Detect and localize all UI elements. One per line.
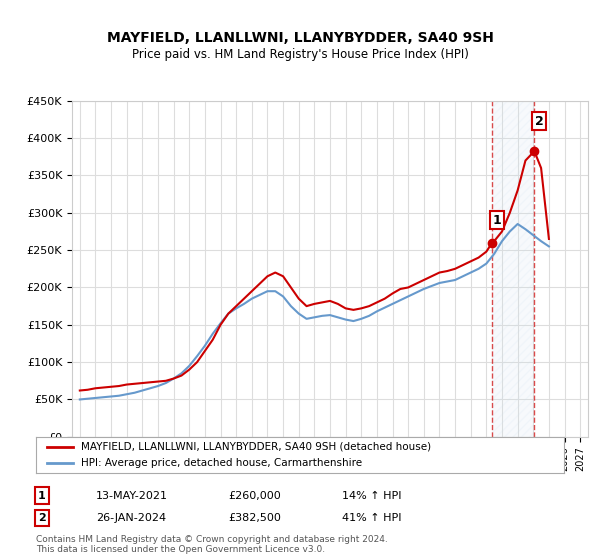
Text: £382,500: £382,500 [228, 513, 281, 523]
Text: 26-JAN-2024: 26-JAN-2024 [96, 513, 166, 523]
Text: £260,000: £260,000 [228, 491, 281, 501]
Text: 14% ↑ HPI: 14% ↑ HPI [342, 491, 401, 501]
Text: 2: 2 [535, 115, 544, 128]
Text: MAYFIELD, LLANLLWNI, LLANYBYDDER, SA40 9SH (detached house): MAYFIELD, LLANLLWNI, LLANYBYDDER, SA40 9… [81, 442, 431, 452]
Text: 2: 2 [38, 513, 46, 523]
Text: MAYFIELD, LLANLLWNI, LLANYBYDDER, SA40 9SH: MAYFIELD, LLANLLWNI, LLANYBYDDER, SA40 9… [107, 31, 493, 45]
Bar [492, 101, 535, 437]
Text: 1: 1 [493, 214, 501, 227]
Text: 13-MAY-2021: 13-MAY-2021 [96, 491, 168, 501]
Text: HPI: Average price, detached house, Carmarthenshire: HPI: Average price, detached house, Carm… [81, 458, 362, 468]
Text: 1: 1 [38, 491, 46, 501]
Text: Price paid vs. HM Land Registry's House Price Index (HPI): Price paid vs. HM Land Registry's House … [131, 48, 469, 60]
Text: 41% ↑ HPI: 41% ↑ HPI [342, 513, 401, 523]
Text: Contains HM Land Registry data © Crown copyright and database right 2024.
This d: Contains HM Land Registry data © Crown c… [36, 535, 388, 554]
